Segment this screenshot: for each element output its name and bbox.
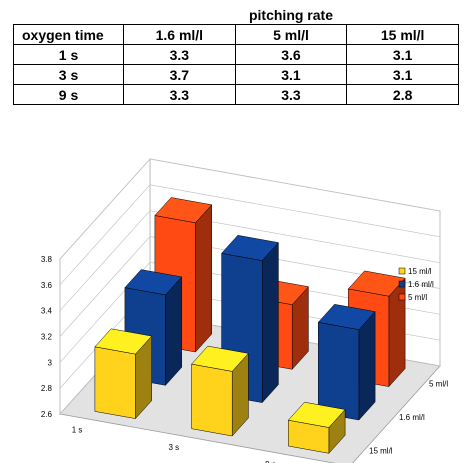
y-tick-label: 3.4 xyxy=(41,307,53,316)
table-cell: 3.3 xyxy=(234,84,348,105)
table-cell: 2.8 xyxy=(346,84,459,105)
row-label: 3 s xyxy=(13,64,124,85)
bar-top xyxy=(221,235,279,261)
bar-side xyxy=(165,276,182,386)
y-tick-label: 3.8 xyxy=(41,255,53,264)
legend: 15 ml/l 1.6 ml/l 5 ml/l xyxy=(398,267,434,302)
table-cell: 3.1 xyxy=(234,64,348,85)
bar-top xyxy=(191,345,249,372)
bar-front xyxy=(318,322,360,421)
row-label: 1 s xyxy=(13,44,124,65)
bar xyxy=(221,235,279,404)
table-cell: 3.3 xyxy=(123,44,236,65)
y-tick-label: 3.6 xyxy=(41,281,53,290)
bar-chart-3d: 2.6 2.8 3 3.2 3.4 3.6 3.8 1 s 3 s 9 s 15 ml/l 1.6… xyxy=(41,157,448,463)
row-header: oxygen time xyxy=(13,24,124,45)
gridline xyxy=(59,158,441,260)
bar-top xyxy=(287,401,346,428)
depth-tick-label: 1.6 ml/l xyxy=(399,413,425,422)
legend-label: 1.6 ml/l xyxy=(408,280,434,289)
x-tick-label: 1 s xyxy=(72,426,83,435)
bar-top xyxy=(317,304,376,330)
y-axis-ticks: 2.6 2.8 3 3.2 3.4 3.6 3.8 xyxy=(41,255,53,419)
table-cell: 3.7 xyxy=(123,64,236,85)
column-header: 1.6 ml/l xyxy=(123,24,236,45)
column-header: 5 ml/l xyxy=(234,24,348,45)
table-cell: 3.3 xyxy=(123,84,236,105)
data-table: pitching rate oxygen time 1.6 ml/l 5 ml/… xyxy=(13,5,459,105)
depth-axis-ticks: 15 ml/l 1.6 ml/l 5 ml/l xyxy=(369,380,448,456)
bar xyxy=(94,328,153,420)
table-row: 1 s 3.3 3.6 3.1 xyxy=(13,44,459,65)
x-tick-label: 9 s xyxy=(265,460,276,463)
x-tick-label: 3 s xyxy=(168,443,179,452)
gridlines xyxy=(59,158,441,415)
y-tick-label: 3 xyxy=(48,358,53,367)
gridline xyxy=(59,210,441,311)
depth-tick-label: 5 ml/l xyxy=(429,380,448,389)
depth-tick-label: 15 ml/l xyxy=(369,446,393,455)
column-header: 15 ml/l xyxy=(346,24,459,45)
gridline xyxy=(59,261,441,363)
bar xyxy=(317,304,376,421)
bar-top xyxy=(124,269,183,296)
y-tick-label: 3.2 xyxy=(41,333,53,342)
legend-swatch xyxy=(398,280,406,288)
gridline xyxy=(59,236,441,337)
bar xyxy=(287,401,346,454)
bar-front xyxy=(94,346,136,419)
gridline xyxy=(59,184,441,286)
table-row: 9 s 3.3 3.3 2.8 xyxy=(13,84,459,105)
table-cell: 3.1 xyxy=(346,44,459,65)
bar-top xyxy=(347,270,406,297)
bar-side xyxy=(261,241,279,404)
bar xyxy=(191,345,249,437)
legend-label: 5 ml/l xyxy=(408,293,427,302)
y-tick-label: 2.8 xyxy=(41,384,53,393)
bar-side xyxy=(195,204,212,353)
legend-swatch xyxy=(398,293,406,301)
group-header: pitching rate xyxy=(123,5,459,25)
bar-side xyxy=(358,310,376,421)
bars xyxy=(94,197,406,454)
x-axis-ticks: 1 s 3 s 9 s xyxy=(72,426,276,463)
table-cell: 3.1 xyxy=(346,64,459,85)
table-corner xyxy=(13,5,124,25)
legend-swatch xyxy=(398,267,406,275)
table-cell: 3.6 xyxy=(234,44,348,65)
bar-top xyxy=(154,197,213,224)
y-tick-label: 2.6 xyxy=(41,410,53,419)
table-row: 3 s 3.7 3.1 3.1 xyxy=(13,64,459,85)
legend-label: 15 ml/l xyxy=(408,267,432,276)
bar-front xyxy=(191,363,233,437)
bar-top xyxy=(94,328,153,355)
row-label: 9 s xyxy=(13,84,124,105)
